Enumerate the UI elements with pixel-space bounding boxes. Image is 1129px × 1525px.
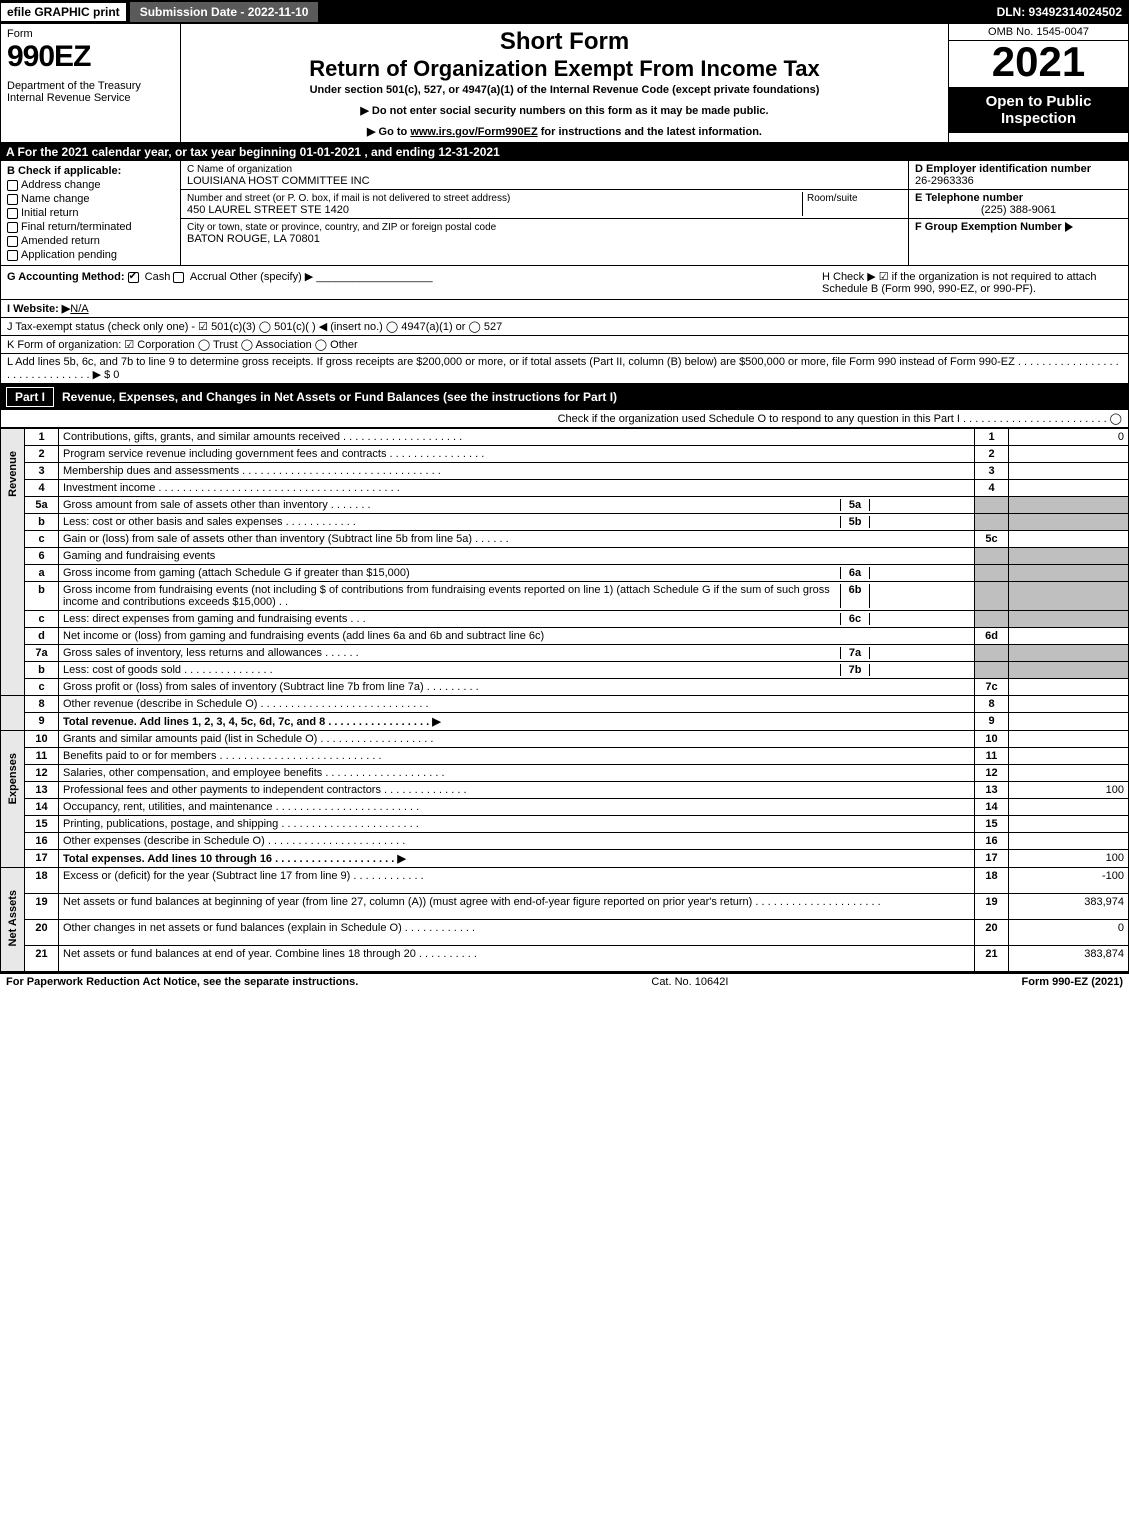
return-title: Return of Organization Exempt From Incom… [189,56,940,82]
info-block: B Check if applicable: Address change Na… [0,161,1129,266]
section-def: D Employer identification number26-29633… [908,161,1128,265]
section-i: I Website: ▶N/A [0,300,1129,318]
form-header: Form 990EZ Department of the Treasury In… [0,24,1129,143]
short-form: Short Form [189,28,940,56]
side-net: Net Assets [1,868,25,972]
cat-no: Cat. No. 10642I [358,976,1021,988]
note1: ▶ Do not enter social security numbers o… [189,104,940,117]
submission-date: Submission Date - 2022-11-10 [130,2,319,22]
section-j: J Tax-exempt status (check only one) - ☑… [0,318,1129,336]
row-a: A For the 2021 calendar year, or tax yea… [0,143,1129,161]
e-lbl: E Telephone number [915,192,1023,204]
part1-head: Revenue, Expenses, and Changes in Net As… [62,390,617,404]
chk-final[interactable]: Final return/terminated [7,221,174,233]
city-lbl: City or town, state or province, country… [187,222,496,233]
row-gh: G Accounting Method: Cash Accrual Other … [0,266,1129,300]
chk-cash[interactable] [128,272,139,283]
form-word: Form [7,28,174,40]
section-c: C Name of organizationLOUISIANA HOST COM… [181,161,908,265]
section-l: L Add lines 5b, 6c, and 7b to line 9 to … [0,354,1129,384]
arrow-icon [1065,222,1073,232]
hdr-left: Form 990EZ Department of the Treasury In… [1,24,181,142]
website: N/A [70,303,88,315]
ln: 1 [25,429,59,446]
side-expenses: Expenses [1,731,25,868]
open-inspection: Open to Public Inspection [949,87,1128,133]
section-k: K Form of organization: ☑ Corporation ◯ … [0,336,1129,354]
efile-label[interactable]: efile GRAPHIC print [1,3,126,21]
city: BATON ROUGE, LA 70801 [187,233,320,245]
chk-initial[interactable]: Initial return [7,207,174,219]
phone: (225) 388-9061 [915,204,1122,216]
note2: ▶ Go to www.irs.gov/Form990EZ for instru… [189,125,940,138]
part1-tag: Part I [6,387,54,407]
chk-amended[interactable]: Amended return [7,235,174,247]
dln: DLN: 93492314024502 [991,3,1128,21]
ein: 26-2963336 [915,175,974,187]
chk-accrual[interactable] [173,272,184,283]
top-bar: efile GRAPHIC print Submission Date - 20… [0,0,1129,24]
form-number: 990EZ [7,40,174,74]
room-lbl: Room/suite [807,193,858,204]
addr: 450 LAUREL STREET STE 1420 [187,204,349,216]
org-name: LOUISIANA HOST COMMITTEE INC [187,175,370,187]
chk-pending[interactable]: Application pending [7,249,174,261]
chk-address[interactable]: Address change [7,179,174,191]
lines-table: Revenue 1Contributions, gifts, grants, a… [0,428,1129,972]
section-b: B Check if applicable: Address change Na… [1,161,181,265]
paperwork: For Paperwork Reduction Act Notice, see … [6,976,358,988]
d-lbl: D Employer identification number [915,163,1091,175]
part1-header: Part I Revenue, Expenses, and Changes in… [0,384,1129,410]
footer: For Paperwork Reduction Act Notice, see … [0,972,1129,990]
hdr-mid: Short Form Return of Organization Exempt… [181,24,948,142]
addr-lbl: Number and street (or P. O. box, if mail… [187,193,510,204]
chk-name[interactable]: Name change [7,193,174,205]
side-revenue: Revenue [1,429,25,696]
section-g: G Accounting Method: Cash Accrual Other … [7,270,822,295]
dept: Department of the Treasury Internal Reve… [7,80,174,104]
subtitle: Under section 501(c), 527, or 4947(a)(1)… [189,84,940,96]
part1-check: Check if the organization used Schedule … [0,410,1129,428]
irs-link[interactable]: www.irs.gov/Form990EZ [410,126,537,138]
b-label: B Check if applicable: [7,165,174,177]
tax-year: 2021 [949,41,1128,83]
section-h: H Check ▶ ☑ if the organization is not r… [822,270,1122,295]
c-name-lbl: C Name of organization [187,164,292,175]
form-ref: Form 990-EZ (2021) [1022,976,1123,988]
f-lbl: F Group Exemption Number [915,221,1062,233]
hdr-right: OMB No. 1545-0047 2021 Open to Public In… [948,24,1128,142]
